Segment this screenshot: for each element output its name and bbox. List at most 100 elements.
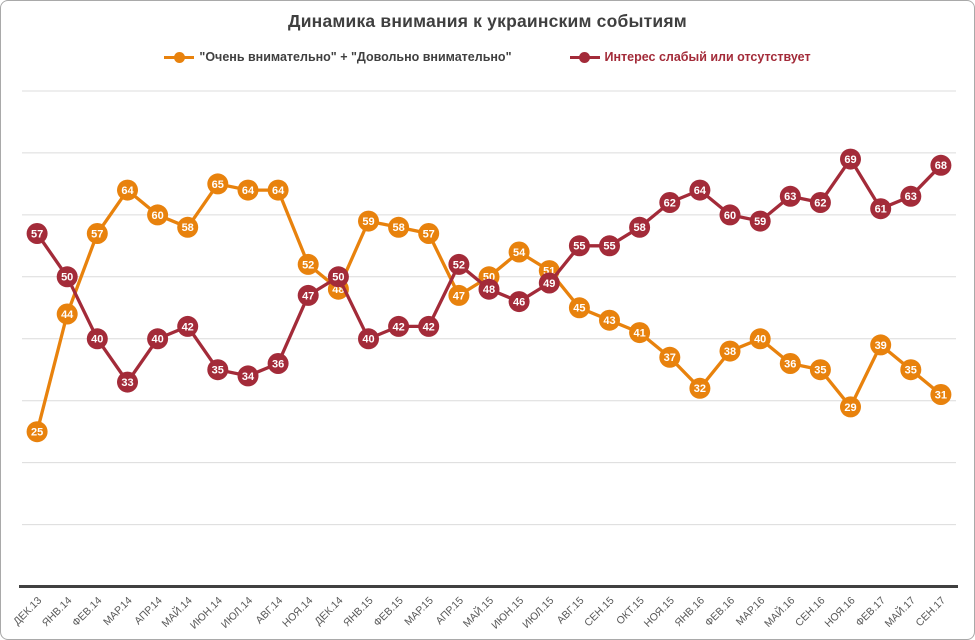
x-axis-label: МАР.15 xyxy=(402,595,436,629)
data-point-label: 34 xyxy=(242,371,255,383)
data-point xyxy=(749,210,771,232)
data-point-label: 33 xyxy=(121,377,133,389)
data-point xyxy=(478,278,500,300)
data-point-label: 40 xyxy=(91,334,103,346)
x-axis-label: СЕН.16 xyxy=(793,595,828,630)
data-point xyxy=(388,315,410,337)
data-point xyxy=(629,322,651,344)
data-point-label: 48 xyxy=(483,284,495,296)
data-point-label: 64 xyxy=(272,185,285,197)
data-point-label: 47 xyxy=(453,290,465,302)
data-point xyxy=(358,328,379,350)
data-point xyxy=(900,359,922,381)
data-point-label: 54 xyxy=(513,247,526,259)
data-point-label: 60 xyxy=(151,210,163,222)
data-point-label: 47 xyxy=(302,290,314,302)
data-point-label: 65 xyxy=(212,179,224,191)
data-point-label: 58 xyxy=(182,222,194,234)
x-axis-label: МАЙ.16 xyxy=(761,594,797,630)
data-point-label: 52 xyxy=(453,259,465,271)
x-axis-label: ИЮН.14 xyxy=(188,595,225,632)
data-point xyxy=(508,291,530,313)
data-point xyxy=(86,223,108,244)
data-point xyxy=(117,371,138,393)
x-axis-label: ФЕВ.16 xyxy=(703,595,737,629)
data-point xyxy=(930,384,952,405)
x-axis-label: НОЯ.14 xyxy=(280,595,315,630)
data-point xyxy=(26,223,48,244)
data-point-label: 35 xyxy=(814,365,826,377)
data-point xyxy=(147,204,169,226)
data-point-label: 55 xyxy=(573,241,585,253)
data-point xyxy=(207,173,229,195)
data-point xyxy=(840,148,861,170)
data-point-label: 59 xyxy=(754,216,766,228)
x-axis-label: МАР.16 xyxy=(734,595,768,629)
data-point-label: 57 xyxy=(91,228,103,240)
x-axis-label: ИЮН.15 xyxy=(489,595,526,632)
legend-label-attentive: "Очень внимательно" + "Довольно внимател… xyxy=(199,50,512,64)
data-point-label: 50 xyxy=(332,272,344,284)
data-point xyxy=(237,179,259,201)
data-point-label: 36 xyxy=(272,358,284,370)
data-point xyxy=(26,421,48,443)
data-point-label: 39 xyxy=(875,340,887,352)
x-axis-label: МАЙ.17 xyxy=(882,594,918,630)
data-point-label: 29 xyxy=(844,402,856,414)
x-axis-label: НОЯ.16 xyxy=(822,595,857,630)
legend-item-weak-interest: Интерес слабый или отсутствует xyxy=(569,50,811,64)
data-point-label: 43 xyxy=(603,315,615,327)
data-point-label: 58 xyxy=(633,222,645,234)
data-point-label: 42 xyxy=(423,321,435,333)
data-point-label: 64 xyxy=(242,185,255,197)
data-point xyxy=(327,266,349,288)
series-line xyxy=(35,182,942,433)
data-point xyxy=(177,315,199,337)
data-point xyxy=(56,303,78,325)
data-point xyxy=(418,315,440,337)
data-point-label: 40 xyxy=(754,334,766,346)
legend-line-marker-red-icon xyxy=(569,51,600,63)
data-point xyxy=(599,235,620,257)
x-axis-label: ЯНВ.15 xyxy=(341,595,376,630)
data-point xyxy=(358,210,379,232)
data-point xyxy=(809,192,831,213)
data-point-label: 40 xyxy=(362,334,374,346)
x-axis-label: МАР.14 xyxy=(101,595,135,629)
data-point-label: 35 xyxy=(212,365,224,377)
data-point-label: 63 xyxy=(784,191,796,203)
data-point xyxy=(538,272,560,294)
data-point-label: 61 xyxy=(875,204,887,216)
data-point xyxy=(297,284,319,306)
data-point-label: 31 xyxy=(935,389,947,401)
data-point xyxy=(779,185,801,207)
data-point xyxy=(147,328,169,350)
data-point-label: 62 xyxy=(664,197,676,209)
data-point-label: 48 xyxy=(332,284,344,296)
data-point-label: 42 xyxy=(392,321,404,333)
data-point xyxy=(840,396,861,418)
data-point-label: 63 xyxy=(905,191,917,203)
data-point xyxy=(568,235,590,257)
data-point xyxy=(388,216,410,238)
data-point-label: 55 xyxy=(603,241,615,253)
data-point-label: 41 xyxy=(633,328,645,340)
data-point xyxy=(659,346,681,368)
data-point-label: 64 xyxy=(121,185,134,197)
data-point xyxy=(870,334,892,356)
data-point-label: 32 xyxy=(694,383,706,395)
data-point-label: 35 xyxy=(905,365,917,377)
data-point xyxy=(930,154,952,176)
data-point xyxy=(117,179,138,201)
data-point-label: 69 xyxy=(844,154,856,166)
x-axis-label: ДЕК.13 xyxy=(11,595,44,628)
x-axis-label: ИЮЛ.14 xyxy=(219,595,255,631)
data-point-label: 60 xyxy=(724,210,736,222)
data-point xyxy=(659,192,681,213)
data-point xyxy=(448,253,470,275)
data-point-label: 25 xyxy=(31,427,43,439)
data-point xyxy=(207,359,229,381)
x-axis-label: СЕН.17 xyxy=(914,595,949,630)
data-point-label: 59 xyxy=(362,216,374,228)
